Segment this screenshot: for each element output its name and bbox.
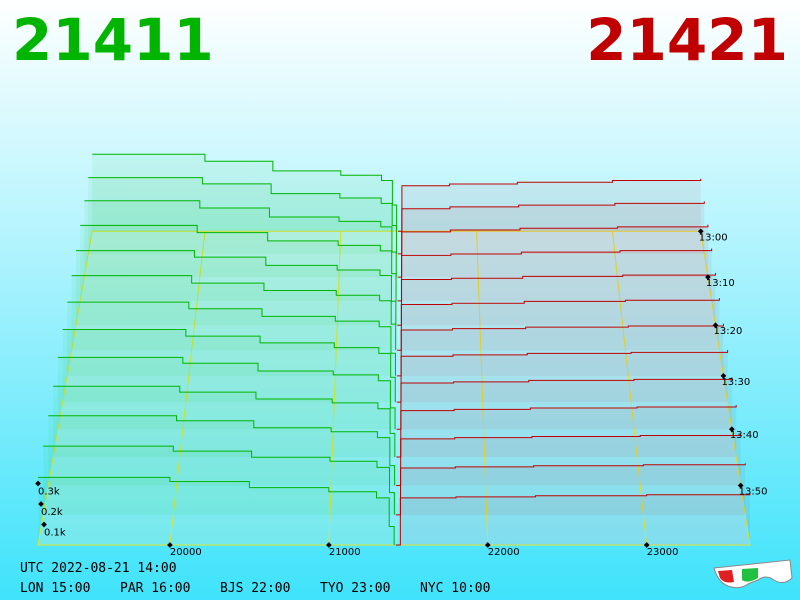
asks-depth-line [396, 350, 729, 403]
x-tick-label: 21000 [329, 547, 361, 558]
t-tick-label: 13:40 [730, 430, 759, 441]
bids-area [71, 275, 396, 351]
clock: NYC 10:00 [420, 581, 490, 596]
bids-depth-line [88, 177, 397, 254]
bids-area [75, 250, 396, 326]
bids-area [48, 415, 395, 486]
asks-depth-line [396, 323, 724, 377]
t-tick-label: 13:20 [713, 326, 742, 337]
asks-depth-line [397, 248, 713, 302]
asks-depth-line [396, 433, 742, 487]
asks-depth-line [397, 224, 709, 278]
x-tick [326, 542, 332, 548]
bids-area [88, 177, 397, 254]
asks-depth-line [397, 272, 716, 326]
bids-area [58, 357, 396, 430]
clock: PAR 16:00 [120, 581, 190, 596]
x-tick-label: 20000 [170, 547, 202, 558]
bids-depth-line [48, 415, 396, 486]
bids-depth-line [53, 385, 396, 457]
t-tick-label: 13:00 [699, 232, 728, 243]
t-tick [697, 228, 704, 235]
x-tick-label: 22000 [488, 547, 520, 558]
bids-area [53, 386, 395, 457]
t-tick-label: 13:30 [721, 377, 750, 388]
t-tick-label: 13:50 [739, 487, 768, 498]
t-tick-label: 13:10 [706, 278, 735, 289]
asks-area [397, 224, 708, 278]
t-tick [737, 482, 744, 489]
t-tick [712, 322, 719, 329]
asks-depth-line [395, 493, 751, 546]
t-tick [705, 274, 711, 280]
asks-depth-line [395, 463, 746, 516]
bids-depth-line [58, 356, 396, 430]
asks-area [396, 433, 741, 486]
bids-area [43, 446, 395, 515]
asks-area [397, 297, 720, 351]
clocks: LON 15:00 PAR 16:00 BJS 22:00 TYO 23:00 NYC … [20, 581, 490, 596]
3d-glasses-icon [713, 559, 793, 589]
bids-area [84, 200, 397, 278]
bids-area [80, 225, 397, 301]
asks-depth-line [397, 297, 720, 351]
z-tick-label: 0.1k [44, 528, 66, 539]
asks-area [396, 405, 737, 457]
asks-area [397, 201, 705, 254]
z-tick [41, 521, 47, 528]
asks-area [397, 272, 716, 326]
bids-area [38, 477, 395, 545]
plot: 20000 21000 22000 23000 13:00 13:10 13:20 13:30… [35, 153, 768, 558]
z-tick-label: 0.2k [41, 507, 63, 518]
asks-depth-line [396, 377, 733, 430]
grid-line [169, 231, 206, 546]
floor [37, 230, 751, 546]
x-tick [167, 542, 173, 548]
bids-depth-line [43, 445, 395, 515]
grid-line [476, 231, 489, 546]
clock: LON 15:00 [20, 581, 90, 596]
bids-depth-line [80, 224, 397, 301]
t-tick [728, 426, 735, 433]
grid-line [611, 231, 648, 546]
grid-line [328, 231, 342, 546]
x-tick [484, 542, 491, 548]
bids-depth-line [71, 275, 397, 351]
asks-depth-line [396, 405, 737, 458]
asks-depth-line [397, 178, 702, 232]
best-ask: 21421 [586, 6, 788, 74]
asks-area [396, 323, 724, 376]
z-tick-label: 0.3k [38, 487, 60, 498]
asks-depth-line [397, 201, 705, 255]
t-tick [720, 373, 727, 379]
asks-area [395, 463, 746, 515]
x-tick-label: 23000 [647, 547, 679, 558]
bids-depth-line [38, 476, 395, 545]
asks-area [395, 493, 750, 545]
x-tick [643, 542, 650, 548]
clock: TYO 23:00 [320, 581, 390, 596]
bids-area [92, 154, 397, 232]
utc-time: UTC 2022-08-21 14:00 [20, 561, 177, 576]
bids-depth-line [62, 328, 396, 403]
bids-area [62, 329, 396, 403]
best-bid: 21411 [12, 6, 214, 74]
clock: BJS 22:00 [220, 581, 290, 596]
asks-area [396, 350, 728, 403]
asks-area [397, 248, 712, 301]
asks-area [396, 377, 732, 430]
